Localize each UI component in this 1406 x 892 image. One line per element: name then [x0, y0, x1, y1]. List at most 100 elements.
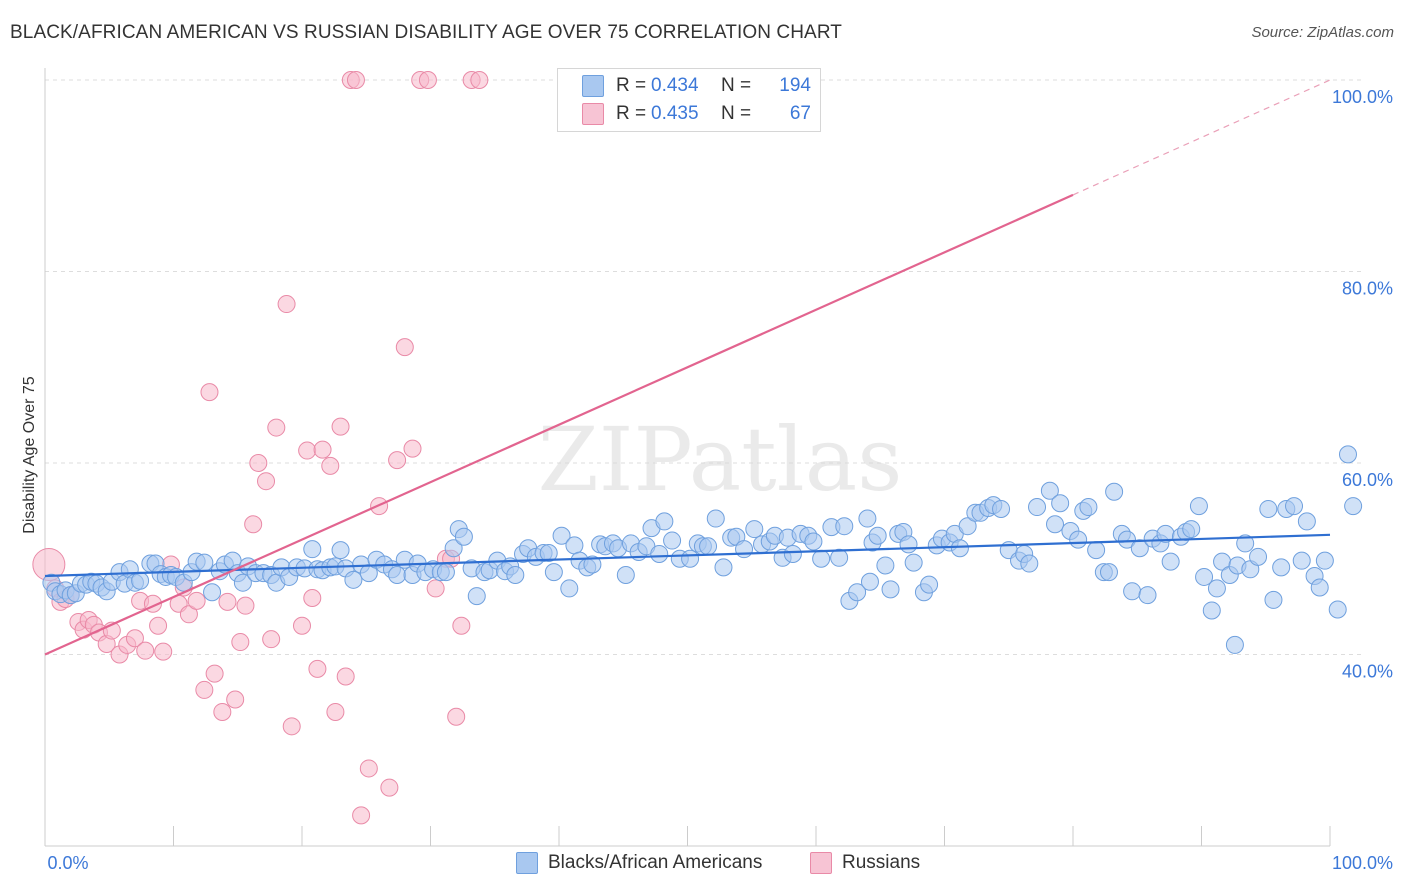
russians-trendline-extension: [1072, 79, 1331, 196]
legend-item-blacks[interactable]: Blacks/African Americans: [516, 852, 762, 874]
blacks-point: [848, 583, 867, 602]
russians-point: [447, 707, 466, 726]
blacks-point: [1344, 497, 1363, 516]
blacks-point: [735, 540, 754, 559]
blacks-point: [1195, 567, 1214, 586]
blacks-point: [560, 579, 579, 598]
blacks-point: [904, 553, 923, 572]
x-tick-label: 100.0%: [1332, 853, 1393, 873]
blue-swatch: [582, 75, 604, 97]
russians-point: [326, 702, 345, 721]
russians-point: [452, 616, 471, 635]
blacks-point: [565, 536, 584, 555]
blacks-point: [544, 563, 563, 582]
blacks-point: [699, 537, 718, 556]
russians-point: [418, 71, 437, 89]
russians-point: [200, 383, 219, 402]
blacks-point: [1249, 547, 1268, 566]
blacks-point: [920, 575, 939, 594]
russians-point: [257, 472, 276, 491]
russians-point: [470, 71, 489, 89]
blacks-point: [583, 555, 602, 574]
russians-point: [303, 589, 322, 608]
blacks-point: [899, 535, 918, 554]
y-tick-label: 60.0%: [1342, 470, 1393, 490]
r-label: R =: [616, 103, 647, 124]
blacks-point: [835, 517, 854, 536]
blacks-point: [1272, 558, 1291, 577]
russians-point: [426, 579, 445, 598]
blacks-point: [745, 520, 764, 539]
blacks-point: [616, 566, 635, 585]
blacks-point: [1123, 582, 1142, 601]
blacks-point: [444, 539, 463, 558]
stats-row-russians: R = 0.435 N = 67: [558, 101, 811, 127]
blacks-point: [1099, 563, 1118, 582]
russians-point: [213, 702, 232, 721]
russians-point: [244, 515, 263, 534]
chart-title: BLACK/AFRICAN AMERICAN VS RUSSIAN DISABI…: [10, 22, 842, 43]
russians-point: [187, 591, 206, 610]
blacks-point: [1285, 497, 1304, 516]
russians-point: [336, 667, 355, 686]
legend-label: Russians: [842, 852, 921, 873]
russians-point: [218, 592, 237, 611]
blacks-point: [1105, 482, 1124, 501]
russians-point: [262, 630, 281, 649]
blacks-point: [1182, 520, 1201, 539]
y-tick-label: 40.0%: [1342, 662, 1393, 682]
y-tick-label: 100.0%: [1332, 87, 1393, 107]
pink-swatch: [810, 852, 832, 874]
blacks-point: [1297, 512, 1316, 531]
blacks-point: [195, 553, 214, 572]
russians-point: [298, 441, 317, 460]
blacks-point: [454, 527, 473, 546]
n-label: N =: [721, 103, 752, 124]
russians-point: [195, 680, 214, 699]
stats-row-blacks: R = 0.434 N = 194: [558, 73, 811, 99]
blacks-point: [706, 509, 725, 528]
blacks-point: [663, 531, 682, 550]
russians-point: [380, 778, 399, 797]
blacks-point: [992, 499, 1011, 518]
russians-point: [346, 71, 365, 89]
blacks-point: [860, 572, 879, 591]
legend-item-russians[interactable]: Russians: [810, 852, 920, 874]
blacks-point: [1189, 497, 1208, 516]
blacks-point: [1207, 579, 1226, 598]
russians-point: [331, 417, 350, 436]
blacks-point: [858, 509, 877, 528]
blacks-point: [1046, 515, 1065, 534]
blacks-point: [1292, 551, 1311, 570]
n-value: 67: [789, 103, 811, 124]
legend-label: Blacks/African Americans: [548, 852, 763, 873]
blacks-point: [1161, 552, 1180, 571]
russians-point: [321, 456, 340, 475]
n-value: 194: [779, 75, 811, 96]
russians-point: [226, 690, 245, 709]
blacks-point: [650, 544, 669, 563]
blacks-point: [1079, 498, 1098, 517]
blacks-point: [876, 556, 895, 575]
blacks-point: [1130, 539, 1149, 558]
watermark: ZIPatlas: [538, 408, 903, 511]
blacks-point: [1069, 530, 1088, 549]
russians-trendline: [44, 193, 1074, 656]
blacks-point: [552, 526, 571, 545]
russians-point: [359, 759, 378, 778]
russians-point: [277, 295, 296, 314]
x-tick-label: 0.0%: [47, 853, 88, 873]
blacks-point: [1040, 481, 1059, 500]
russians-point: [236, 596, 255, 615]
y-axis-label: Disability Age Over 75: [21, 376, 38, 534]
russians-point: [136, 641, 155, 660]
russians-point: [154, 642, 173, 661]
blacks-point: [1020, 554, 1039, 573]
russians-point: [179, 605, 198, 624]
blacks-point: [830, 548, 849, 567]
blacks-point: [1051, 494, 1070, 513]
blacks-point: [804, 532, 823, 551]
blacks-point: [539, 544, 558, 563]
series-legend: Blacks/African Americans Russians: [0, 852, 1406, 876]
russians-point: [231, 633, 250, 652]
